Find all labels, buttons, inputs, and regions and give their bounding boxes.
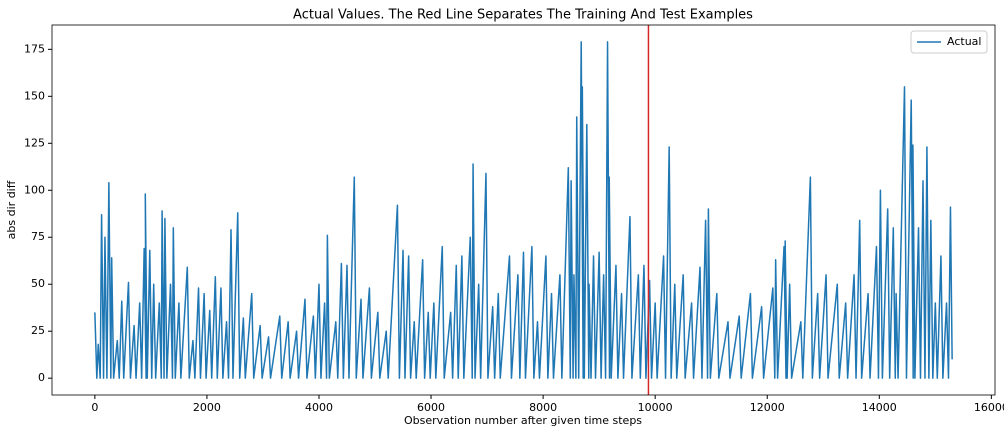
- x-tick-label: 14000: [862, 401, 897, 414]
- x-tick-label: 12000: [750, 401, 785, 414]
- plot-frame: [51, 24, 996, 396]
- data-line: [94, 41, 953, 379]
- x-tick-label: 8000: [529, 401, 557, 414]
- legend-label: Actual: [947, 35, 981, 48]
- y-tick-label: 50: [31, 277, 45, 290]
- y-tick-label: 150: [24, 89, 45, 102]
- y-tick-label: 0: [38, 371, 45, 384]
- x-tick-label: 2000: [193, 401, 221, 414]
- y-tick-label: 75: [31, 230, 45, 243]
- y-tick-label: 25: [31, 324, 45, 337]
- y-tick-label: 175: [24, 42, 45, 55]
- y-axis-label: abs dir diff: [5, 180, 18, 239]
- x-tick-label: 0: [91, 401, 98, 414]
- chart-title: Actual Values. The Red Line Separates Th…: [293, 8, 753, 23]
- y-tick-label: 100: [24, 183, 45, 196]
- x-tick-label: 4000: [305, 401, 333, 414]
- x-tick-label: 6000: [417, 401, 445, 414]
- legend-box: [910, 30, 988, 54]
- x-tick-label: 10000: [638, 401, 673, 414]
- x-axis-label: Observation number after given time step…: [404, 414, 642, 427]
- y-tick-label: 125: [24, 136, 45, 149]
